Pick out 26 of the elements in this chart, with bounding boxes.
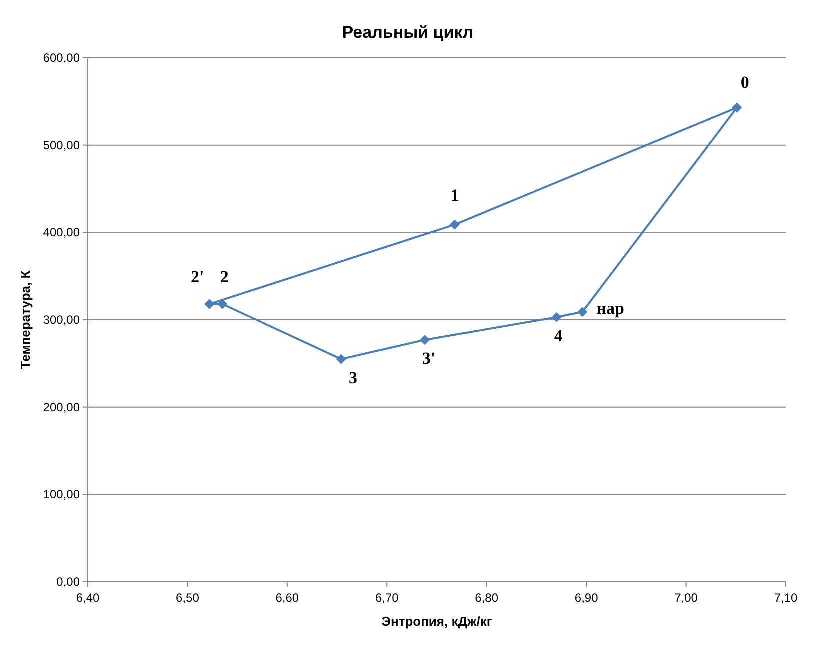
chart-title: Реальный цикл [342,23,474,42]
annotation: 0 [740,72,750,92]
annotation: 3 [349,368,358,388]
x-tick-label: 6,70 [375,591,400,605]
annotation: 4 [554,326,564,346]
annotation: 3' [422,349,436,368]
y-tick-label: 200,00 [43,400,80,414]
annotation: 2 [220,267,229,286]
annotation: 2' [191,267,204,286]
x-tick-label: 6,80 [475,591,499,605]
x-tick-label: 6,60 [276,591,300,605]
y-tick-label: 0,00 [56,575,80,589]
y-tick-label: 600,00 [43,51,80,65]
x-tick-label: 6,40 [76,591,100,605]
x-axis-title: Энтропия, кДж/кг [382,614,493,629]
x-tick-label: 6,50 [176,591,200,605]
annotation: 1 [450,186,460,205]
x-tick-label: 7,10 [774,591,798,605]
y-tick-label: 100,00 [43,488,80,502]
y-tick-label: 500,00 [43,138,80,152]
x-tick-label: 6,90 [574,591,599,605]
y-axis-title: Температура, К [18,270,33,370]
x-tick-label: 7,00 [674,591,698,605]
annotation: нар [596,299,624,318]
y-tick-label: 300,00 [43,313,80,327]
y-tick-label: 400,00 [43,226,80,240]
